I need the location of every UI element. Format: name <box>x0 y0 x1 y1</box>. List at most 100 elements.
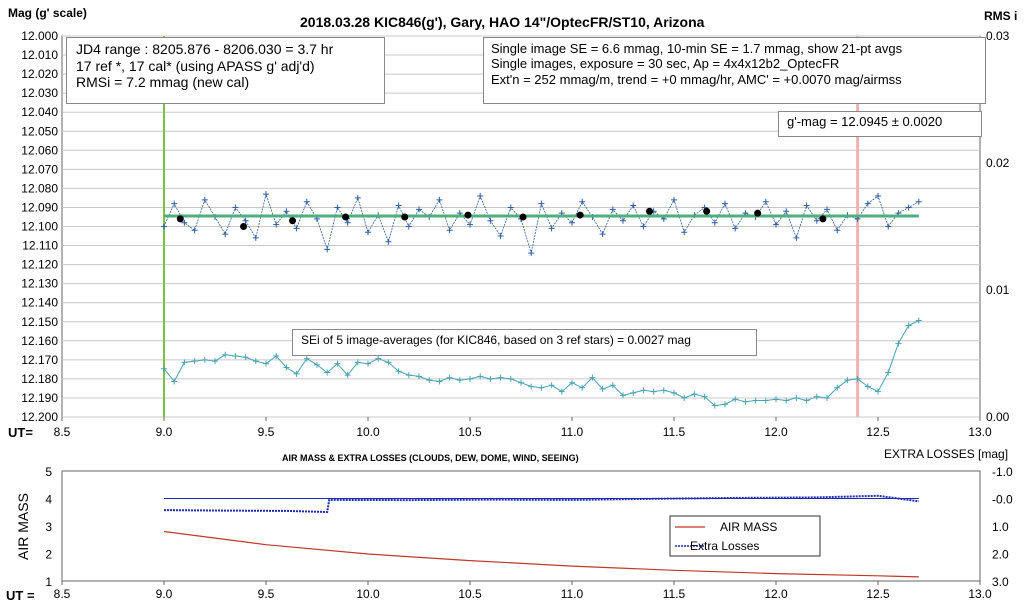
magnitude-point <box>416 206 422 213</box>
legend-airmass-label: AIR MASS <box>720 520 777 534</box>
light-curve-y-tick-label: 12.090 <box>21 200 58 214</box>
light-curve-y-tick-label: 12.000 <box>21 29 58 43</box>
light-curve-x-tick-label: 10.5 <box>458 425 482 439</box>
sei-point <box>650 388 657 395</box>
magnitude-point <box>599 231 606 238</box>
magnitude-point <box>732 225 739 232</box>
magnitude-point <box>569 219 575 226</box>
extra-losses-line <box>163 494 919 514</box>
light-curve-y2-tick-label: 0.03 <box>986 29 1010 43</box>
airmass-line <box>163 530 919 578</box>
magnitude-point <box>222 231 229 238</box>
sei-point <box>905 322 912 329</box>
average-point <box>240 223 248 230</box>
magnitude-point <box>834 227 841 234</box>
airmass-y2-tick-label: 1.0 <box>992 520 1009 534</box>
airmass-x-tick-label: 12.0 <box>764 587 788 601</box>
average-point <box>342 213 350 221</box>
sei-point <box>701 393 708 400</box>
airmass-x-label: UT = <box>6 588 35 603</box>
airmass-chart: 5 4 3 2 1 -1.0 -0.0 1.0 2.0 3.0 8.5 9.0 9.5 10.0 10.… <box>6 447 1013 603</box>
sei-point <box>456 377 463 384</box>
sei-point <box>732 396 739 403</box>
sei-point <box>263 360 269 367</box>
sei-point <box>252 358 259 365</box>
airmass-y2-tick-label: -1.0 <box>992 465 1013 479</box>
image-info-box: Single image SE = 6.6 mmag, 10-min SE = … <box>483 37 986 104</box>
airmass-y-tick-label: 3 <box>45 520 52 534</box>
magnitude-point <box>630 202 637 209</box>
sei-point <box>334 360 341 367</box>
g-mag-value: g'-mag = 12.0945 ± 0.0020 <box>787 114 943 129</box>
sei-point <box>671 389 677 396</box>
magnitude-point <box>191 227 198 234</box>
magnitude-point <box>773 221 779 228</box>
average-point <box>819 215 827 223</box>
light-curve-y-tick-label: 12.150 <box>21 315 58 329</box>
airmass-y-tick-label: 4 <box>45 493 52 507</box>
light-curve-y-ticks: 12.000 12.010 12.020 12.030 12.040 12.050 12.0… <box>21 29 58 424</box>
sei-point <box>222 351 229 358</box>
airmass-y2-tick-label: -0.0 <box>992 493 1013 507</box>
light-curve-y2-tick-label: 0.02 <box>986 156 1010 170</box>
magnitude-point <box>803 202 810 209</box>
magnitude-point <box>252 234 259 241</box>
sei-point <box>497 374 504 381</box>
extinction-line: Ext'n = 252 mmag/m, trend = +0 mmag/hr, … <box>491 71 902 87</box>
average-point <box>464 211 472 219</box>
sei-point <box>609 382 616 389</box>
sei-point <box>589 374 596 381</box>
sei-point <box>212 358 218 365</box>
sei-point <box>599 386 606 393</box>
sei-point <box>477 373 484 380</box>
sei-box: SEi of 5 image-averages (for KIC846, bas… <box>292 329 757 356</box>
sei-point <box>854 375 861 382</box>
airmass-x-tick-label: 11.0 <box>561 587 584 601</box>
sei-point <box>283 364 290 371</box>
magnitude-point <box>681 229 688 236</box>
magnitude-point <box>405 223 412 230</box>
magnitude-point <box>385 238 392 245</box>
airmass-y2-label: EXTRA LOSSES [mag] <box>884 447 1008 461</box>
light-curve-y2-tick-label: 0.00 <box>986 410 1010 424</box>
magnitude-point <box>579 198 586 205</box>
magnitude-point <box>793 234 800 241</box>
sei-point <box>681 394 688 401</box>
sei-point <box>273 353 280 360</box>
airmass-x-tick-label: 8.5 <box>54 587 71 601</box>
light-curve-y2-tick-label: 0.01 <box>986 283 1010 297</box>
sei-point <box>660 387 667 394</box>
magnitude-point <box>324 246 331 253</box>
light-curve-y-tick-label: 12.160 <box>21 334 58 348</box>
airmass-x-tick-label: 13.0 <box>968 587 992 601</box>
sei-point <box>161 365 167 372</box>
magnitude-point <box>293 225 300 232</box>
sei-point <box>742 398 749 405</box>
sei-point <box>518 379 524 386</box>
light-curve-title: 2018.03.28 KIC846(g'), Gary, HAO 14"/Opt… <box>300 14 705 30</box>
jd-range-line: JD4 range : 8205.876 - 8206.030 = 3.7 hr <box>76 41 334 57</box>
magnitude-point <box>711 219 718 226</box>
sei-point <box>885 369 892 376</box>
magnitude-point <box>232 204 239 211</box>
sei-point <box>538 384 545 391</box>
sei-point <box>793 394 800 401</box>
magnitude-point <box>303 198 310 205</box>
magnitude-point <box>283 208 290 215</box>
sei-point <box>579 384 586 391</box>
magnitude-point <box>446 227 453 234</box>
sei-point <box>844 377 851 384</box>
sei-point <box>711 402 718 409</box>
light-curve-y-tick-label: 12.080 <box>21 181 58 195</box>
magnitude-point <box>436 196 443 203</box>
average-point <box>703 207 711 215</box>
sei-point <box>426 377 433 384</box>
exposure-line: Single images, exposure = 30 sec, Ap = 4… <box>491 56 840 72</box>
magnitude-point <box>477 193 484 200</box>
rmsi-line: RMSi = 7.2 mmag (new cal) <box>76 74 250 91</box>
average-point <box>646 207 654 215</box>
light-curve-y-tick-label: 12.190 <box>21 391 58 405</box>
sei-point <box>813 393 820 400</box>
sei-point <box>762 397 769 404</box>
light-curve-y-tick-label: 12.100 <box>21 220 58 234</box>
